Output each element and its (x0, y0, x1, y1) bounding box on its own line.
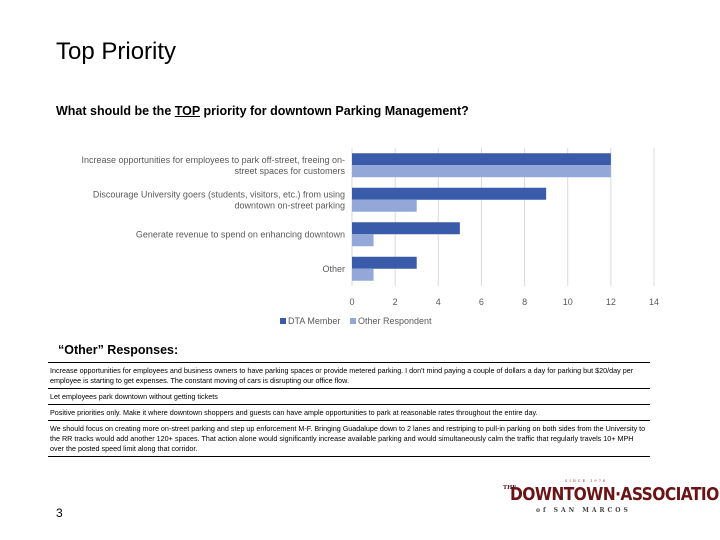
category-label-line: Increase opportunities for employees to … (82, 155, 345, 165)
category-label: Increase opportunities for employees to … (82, 155, 346, 176)
category-label-line: Other (322, 264, 345, 274)
x-tick-label: 10 (563, 297, 573, 307)
chart-question: What should be the TOP priority for down… (56, 104, 469, 118)
legend-label: DTA Member (288, 316, 340, 326)
legend-swatch (350, 318, 356, 324)
logo-since-text: SINCE 1978 (564, 479, 608, 483)
category-label: Other (322, 264, 345, 274)
legend-label: Other Respondent (358, 316, 432, 326)
legend-swatch (280, 318, 286, 324)
page-title: Top Priority (56, 38, 177, 65)
other-responses-heading: “Other” Responses: (58, 343, 179, 357)
x-tick-label: 4 (436, 297, 441, 307)
bar-dta-member (352, 153, 611, 166)
x-tick-label: 6 (479, 297, 484, 307)
bar-dta-member (352, 187, 547, 200)
logo-city-text: of SAN MARCOS (536, 507, 631, 514)
category-label-line: downtown on-street parking (234, 200, 345, 210)
logo-main-text: DOWNTOWN·ASSOCIATION (510, 484, 720, 505)
bar-dta-member (352, 256, 417, 269)
category-label: Generate revenue to spend on enhancing d… (136, 229, 345, 239)
category-label-line: street spaces for customers (234, 166, 345, 176)
response-row: Increase opportunities for employees and… (48, 363, 650, 389)
response-row: Positive priorities only. Make it where … (48, 405, 650, 421)
priority-bar-chart: 0 2 4 6 8 10 12 14 Increase opportunities for em… (82, 148, 659, 326)
bar-dta-member (352, 222, 460, 235)
response-row: Let employees park downtown without gett… (48, 389, 650, 405)
response-row: We should focus on creating more on-stre… (48, 421, 650, 457)
question-prefix: What should be the (56, 104, 175, 118)
category-label-line: Generate revenue to spend on enhancing d… (136, 229, 345, 239)
category-label-line: Discourage University goers (students, v… (93, 189, 345, 199)
x-tick-label: 12 (606, 297, 616, 307)
bar-other-respondent (352, 268, 374, 281)
question-suffix: priority for downtown Parking Management… (200, 104, 469, 118)
bar-other-respondent (352, 234, 374, 247)
x-tick-label: 14 (649, 297, 659, 307)
category-label: Discourage University goers (students, v… (93, 189, 345, 210)
other-responses-table: Increase opportunities for employees and… (48, 362, 650, 457)
x-tick-label: 2 (393, 297, 398, 307)
bar-other-respondent (352, 165, 611, 178)
logo-the-text: THE (503, 485, 517, 491)
page-number: 3 (56, 506, 63, 520)
x-tick-label: 8 (522, 297, 527, 307)
downtown-association-logo: SINCE 1978 THE DOWNTOWN·ASSOCIATION of S… (500, 478, 720, 518)
question-emphasis: TOP (174, 104, 200, 118)
x-tick-label: 0 (349, 297, 354, 307)
bar-other-respondent (352, 199, 417, 212)
